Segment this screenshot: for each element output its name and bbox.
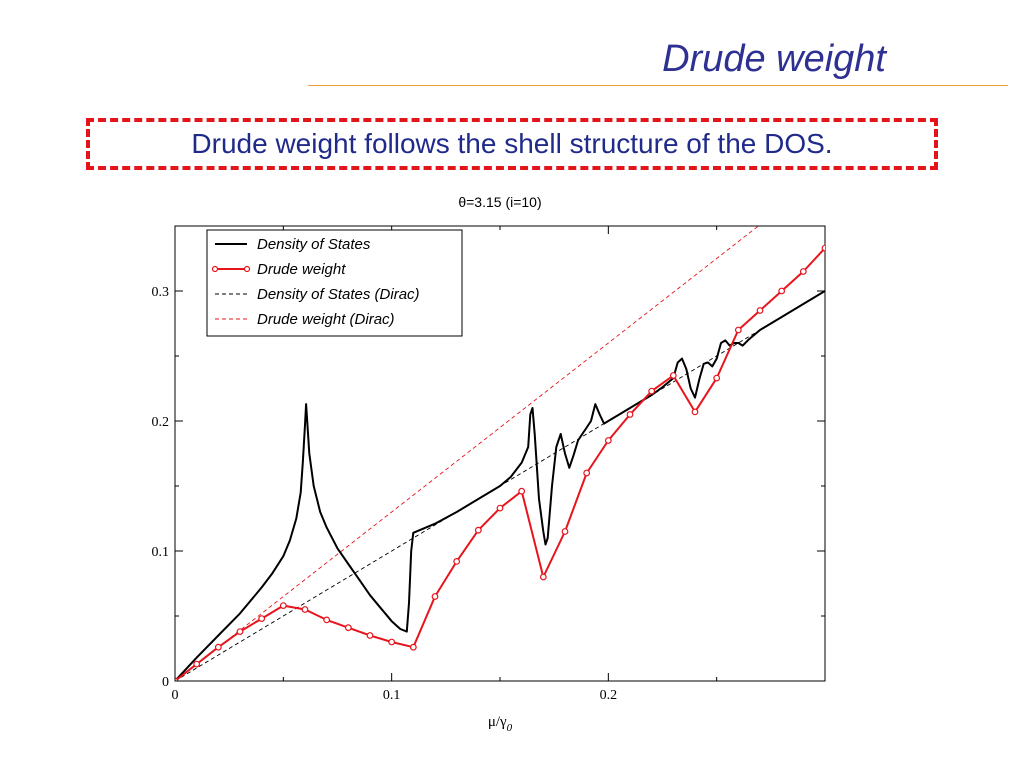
y-tick-label: 0 <box>162 675 169 690</box>
data-point-drude-weight <box>279 602 287 610</box>
legend-box <box>206 229 463 337</box>
y-tick-label: 0.2 <box>152 415 170 430</box>
ticks-layer: 0 0.1 0.2 0 0.1 0.2 0.3 <box>152 226 825 703</box>
data-point-drude-weight <box>344 624 352 632</box>
data-point-drude-weight <box>756 307 764 314</box>
data-point-drude-weight <box>778 287 786 295</box>
x-axis-title: μ/γ0 <box>488 714 513 734</box>
data-point-drude-weight <box>409 643 417 651</box>
data-point-drude-weight <box>799 268 807 275</box>
data-point-drude-weight <box>496 504 504 512</box>
slide-title: Drude weight <box>662 38 886 80</box>
x-tick-label: 0 <box>172 688 179 703</box>
data-point-drude-weight <box>821 244 825 252</box>
data-point-drude-weight <box>388 638 396 646</box>
series-line-density-of-states <box>175 290 825 681</box>
data-point-drude-weight <box>193 660 201 668</box>
x-tick-label: 0.1 <box>383 688 401 703</box>
y-tick-label: 0.1 <box>152 545 170 560</box>
legend-label: Density of States (Dirac) <box>257 286 420 303</box>
data-point-drude-weight <box>561 528 569 535</box>
legend-label: Drude weight <box>257 261 346 278</box>
data-point-drude-weight <box>214 643 222 651</box>
data-point-drude-weight <box>323 616 331 624</box>
legend-label: Drude weight (Dirac) <box>257 311 395 328</box>
title-divider <box>308 85 1008 86</box>
x-axis-title-main: μ/γ <box>488 714 507 730</box>
series-line-drude-weight-dirac <box>175 226 760 681</box>
data-point-drude-weight <box>691 408 699 416</box>
data-point-drude-weight <box>366 632 374 639</box>
legend-label: Density of States <box>257 236 371 253</box>
data-point-drude-weight <box>539 573 547 581</box>
data-point-drude-weight <box>648 387 656 395</box>
data-point-drude-weight <box>301 606 309 613</box>
callout-text: Drude weight follows the shell structure… <box>191 128 833 159</box>
legend-marker <box>211 265 219 273</box>
callout-box: Drude weight follows the shell structure… <box>86 118 938 170</box>
x-tick-label: 0.2 <box>600 688 618 703</box>
data-point-drude-weight <box>453 558 461 565</box>
legend: Density of States Drude weight Density of … <box>206 229 463 337</box>
legend-marker <box>243 265 251 273</box>
chart-title: θ=3.15 (i=10) <box>458 194 541 210</box>
data-point-drude-weight <box>583 469 591 477</box>
x-axis-title-subscript: 0 <box>507 722 513 734</box>
drude-weight-chart: θ=3.15 (i=10) 0 0.1 0.2 0 0.1 0.2 0.3 Density … <box>152 194 826 734</box>
data-point-drude-weight <box>713 374 721 382</box>
data-point-drude-weight <box>236 628 244 636</box>
data-point-drude-weight <box>734 326 742 334</box>
series-layer <box>175 226 825 681</box>
data-point-drude-weight <box>669 372 677 379</box>
data-point-drude-weight <box>604 437 612 444</box>
data-point-drude-weight <box>518 487 526 495</box>
data-point-drude-weight <box>431 593 439 600</box>
data-point-drude-weight <box>626 411 634 418</box>
y-tick-label: 0.3 <box>152 285 170 300</box>
data-point-drude-weight <box>474 526 482 534</box>
data-point-drude-weight <box>258 615 266 623</box>
